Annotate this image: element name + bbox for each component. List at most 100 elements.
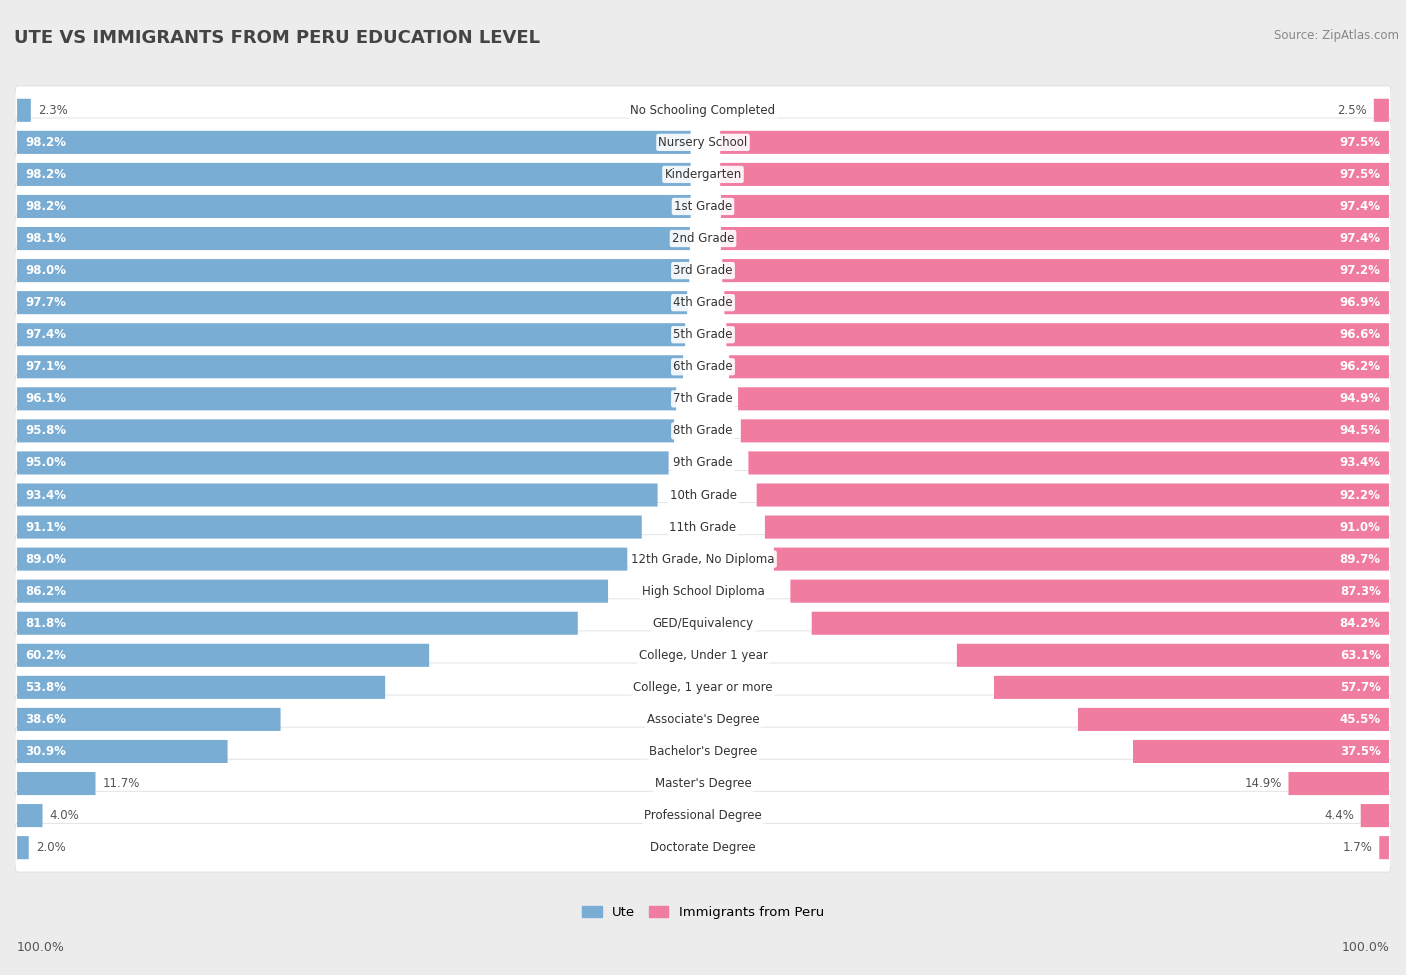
FancyBboxPatch shape (17, 387, 676, 410)
FancyBboxPatch shape (17, 195, 690, 218)
FancyBboxPatch shape (720, 131, 1389, 154)
FancyBboxPatch shape (17, 451, 669, 475)
Text: 1st Grade: 1st Grade (673, 200, 733, 213)
FancyBboxPatch shape (15, 374, 1391, 423)
Text: 7th Grade: 7th Grade (673, 392, 733, 406)
FancyBboxPatch shape (1361, 804, 1389, 827)
Text: 95.0%: 95.0% (25, 456, 66, 469)
FancyBboxPatch shape (730, 355, 1389, 378)
Text: 53.8%: 53.8% (25, 681, 66, 694)
FancyBboxPatch shape (17, 516, 641, 538)
FancyBboxPatch shape (811, 611, 1389, 635)
FancyBboxPatch shape (15, 566, 1391, 615)
Text: 4.4%: 4.4% (1324, 809, 1354, 822)
Text: College, 1 year or more: College, 1 year or more (633, 681, 773, 694)
Text: 87.3%: 87.3% (1340, 585, 1381, 598)
Text: 45.5%: 45.5% (1340, 713, 1381, 726)
Text: 4th Grade: 4th Grade (673, 296, 733, 309)
Text: 11th Grade: 11th Grade (669, 521, 737, 533)
Text: 86.2%: 86.2% (25, 585, 66, 598)
Text: 96.6%: 96.6% (1340, 329, 1381, 341)
Text: 96.1%: 96.1% (25, 392, 66, 406)
FancyBboxPatch shape (15, 695, 1391, 744)
FancyBboxPatch shape (1379, 837, 1389, 859)
Text: 8th Grade: 8th Grade (673, 424, 733, 438)
Text: 97.4%: 97.4% (1340, 200, 1381, 213)
FancyBboxPatch shape (957, 644, 1389, 667)
Text: GED/Equivalency: GED/Equivalency (652, 617, 754, 630)
FancyBboxPatch shape (15, 118, 1391, 167)
FancyBboxPatch shape (15, 760, 1391, 808)
FancyBboxPatch shape (15, 471, 1391, 520)
Text: 14.9%: 14.9% (1244, 777, 1282, 790)
FancyBboxPatch shape (17, 163, 690, 186)
Text: 91.1%: 91.1% (25, 521, 66, 533)
Text: 100.0%: 100.0% (17, 941, 65, 954)
Text: 93.4%: 93.4% (1340, 456, 1381, 469)
Text: 10th Grade: 10th Grade (669, 488, 737, 501)
FancyBboxPatch shape (15, 534, 1391, 583)
Text: 97.1%: 97.1% (25, 361, 66, 373)
Text: 91.0%: 91.0% (1340, 521, 1381, 533)
FancyBboxPatch shape (15, 599, 1391, 647)
FancyBboxPatch shape (17, 708, 281, 731)
FancyBboxPatch shape (1078, 708, 1389, 731)
FancyBboxPatch shape (15, 823, 1391, 872)
Text: 97.4%: 97.4% (25, 329, 66, 341)
Text: 11.7%: 11.7% (103, 777, 139, 790)
FancyBboxPatch shape (773, 548, 1389, 570)
FancyBboxPatch shape (17, 804, 42, 827)
FancyBboxPatch shape (15, 792, 1391, 839)
Text: 89.0%: 89.0% (25, 553, 66, 566)
Text: 92.2%: 92.2% (1340, 488, 1381, 501)
Text: Kindergarten: Kindergarten (665, 168, 741, 181)
Text: 84.2%: 84.2% (1340, 617, 1381, 630)
FancyBboxPatch shape (15, 631, 1391, 680)
Text: Professional Degree: Professional Degree (644, 809, 762, 822)
Text: Master's Degree: Master's Degree (655, 777, 751, 790)
FancyBboxPatch shape (765, 516, 1389, 538)
FancyBboxPatch shape (756, 484, 1389, 507)
Text: High School Diploma: High School Diploma (641, 585, 765, 598)
Text: 57.7%: 57.7% (1340, 681, 1381, 694)
FancyBboxPatch shape (17, 419, 673, 443)
Text: Associate's Degree: Associate's Degree (647, 713, 759, 726)
FancyBboxPatch shape (741, 419, 1389, 443)
FancyBboxPatch shape (721, 195, 1389, 218)
FancyBboxPatch shape (17, 98, 31, 122)
Text: 95.8%: 95.8% (25, 424, 66, 438)
Text: 6th Grade: 6th Grade (673, 361, 733, 373)
Text: 93.4%: 93.4% (25, 488, 66, 501)
FancyBboxPatch shape (17, 611, 578, 635)
Text: 94.5%: 94.5% (1340, 424, 1381, 438)
FancyBboxPatch shape (17, 837, 28, 859)
Text: Doctorate Degree: Doctorate Degree (650, 841, 756, 854)
FancyBboxPatch shape (17, 131, 690, 154)
FancyBboxPatch shape (15, 182, 1391, 231)
Text: 96.9%: 96.9% (1340, 296, 1381, 309)
FancyBboxPatch shape (17, 259, 689, 282)
FancyBboxPatch shape (17, 227, 690, 250)
Text: 81.8%: 81.8% (25, 617, 66, 630)
Text: 9th Grade: 9th Grade (673, 456, 733, 469)
Text: 97.5%: 97.5% (1340, 136, 1381, 149)
Text: Source: ZipAtlas.com: Source: ZipAtlas.com (1274, 29, 1399, 42)
Text: 96.2%: 96.2% (1340, 361, 1381, 373)
Text: 97.5%: 97.5% (1340, 168, 1381, 181)
Text: 60.2%: 60.2% (25, 648, 66, 662)
FancyBboxPatch shape (790, 580, 1389, 603)
FancyBboxPatch shape (17, 548, 627, 570)
Text: 98.1%: 98.1% (25, 232, 66, 245)
FancyBboxPatch shape (15, 407, 1391, 455)
Text: 97.7%: 97.7% (25, 296, 66, 309)
FancyBboxPatch shape (721, 227, 1389, 250)
Text: 1.7%: 1.7% (1343, 841, 1372, 854)
Text: College, Under 1 year: College, Under 1 year (638, 648, 768, 662)
Text: 12th Grade, No Diploma: 12th Grade, No Diploma (631, 553, 775, 566)
FancyBboxPatch shape (15, 503, 1391, 552)
FancyBboxPatch shape (15, 247, 1391, 295)
Text: 98.0%: 98.0% (25, 264, 66, 277)
Text: 2.0%: 2.0% (35, 841, 66, 854)
FancyBboxPatch shape (727, 323, 1389, 346)
Text: No Schooling Completed: No Schooling Completed (630, 103, 776, 117)
